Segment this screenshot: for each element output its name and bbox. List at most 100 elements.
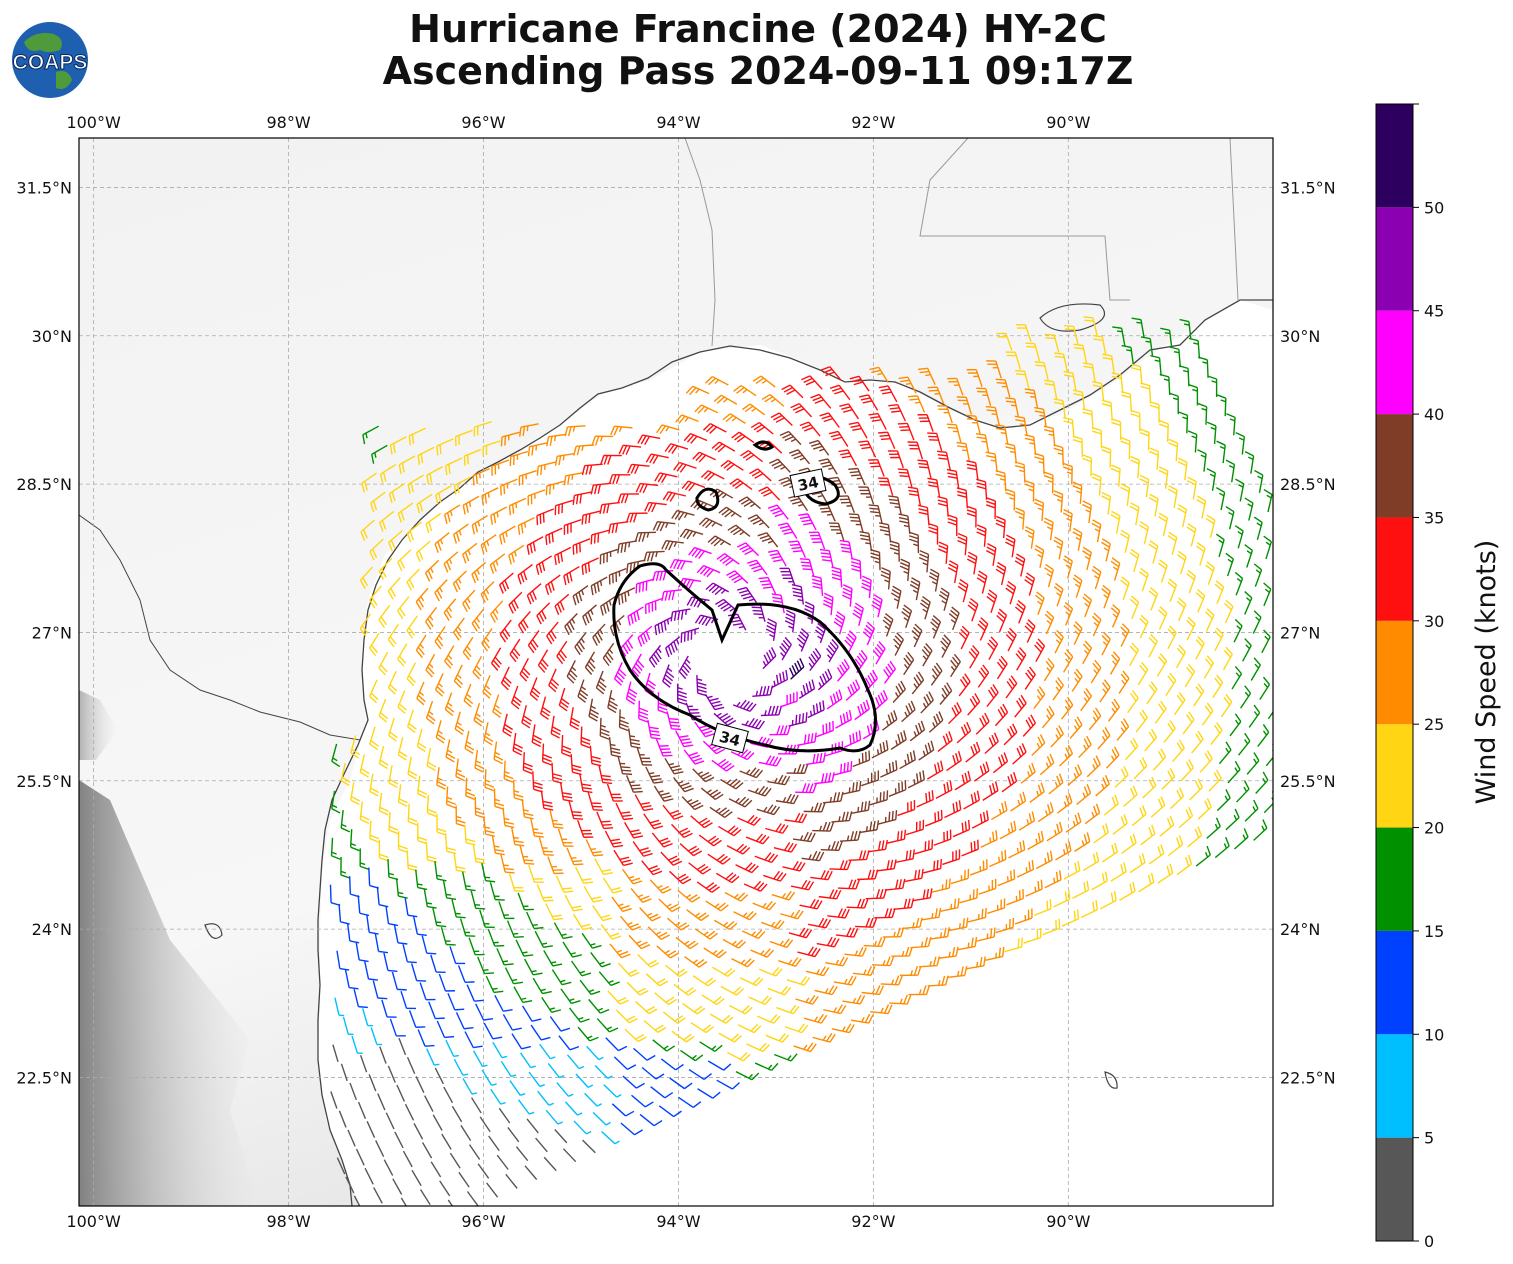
wind-barb — [517, 563, 533, 585]
wind-barb — [550, 715, 562, 739]
wind-barb — [385, 905, 398, 927]
wind-barb — [451, 1105, 463, 1123]
lon-tick-label: 90°W — [1046, 113, 1090, 132]
wind-barb — [880, 567, 891, 590]
wind-barb — [543, 1156, 557, 1172]
wind-barb — [1167, 578, 1178, 603]
wind-barb — [499, 478, 518, 496]
wind-barb — [508, 544, 525, 565]
wind-barb — [909, 577, 921, 601]
wind-barb — [336, 950, 350, 971]
wind-barb — [948, 702, 962, 725]
lat-tick-label: 28.5°N — [1280, 475, 1336, 494]
wind-barb — [402, 1150, 413, 1168]
wind-barb — [965, 956, 986, 970]
wind-barb — [1119, 881, 1136, 901]
wind-barb — [508, 497, 527, 516]
wind-barb — [491, 459, 510, 476]
wind-barb — [786, 976, 811, 986]
wind-barb — [634, 794, 654, 812]
wind-barb — [838, 449, 858, 467]
wind-barb — [379, 463, 397, 484]
wind-barb — [653, 785, 674, 802]
wind-barb — [1250, 657, 1261, 681]
wind-barb — [1178, 806, 1194, 829]
wind-barb — [1005, 580, 1017, 605]
wind-barb — [461, 871, 476, 892]
wind-barb — [918, 550, 930, 573]
wind-barb — [1101, 842, 1118, 863]
wind-barb — [1018, 811, 1036, 831]
wind-barb — [536, 602, 551, 625]
wind-barb — [599, 501, 620, 515]
wind-barb — [1014, 553, 1026, 577]
wind-barb — [661, 589, 682, 602]
wind-barb — [716, 872, 740, 884]
wind-barb — [878, 810, 898, 825]
wind-barb — [366, 1121, 376, 1139]
wind-barb — [340, 809, 351, 833]
wind-barb — [634, 531, 657, 543]
wind-barb — [1129, 502, 1140, 526]
wind-barb — [1088, 707, 1102, 731]
wind-barb — [662, 804, 684, 820]
wind-barb — [1144, 728, 1158, 752]
wind-barb — [1246, 752, 1260, 775]
map-area: 34 34 — [79, 138, 1273, 1206]
wind-barb — [660, 851, 683, 866]
wind-barb — [873, 690, 888, 712]
wind-barb — [639, 907, 661, 922]
wind-barb — [1008, 840, 1026, 859]
wind-barb — [1091, 519, 1102, 543]
wind-barb — [397, 784, 408, 807]
wind-barb — [536, 461, 556, 476]
wind-barb — [1177, 457, 1188, 481]
wind-barb — [539, 1043, 556, 1060]
wind-barb — [368, 632, 380, 657]
wind-barb — [707, 535, 732, 547]
wind-barb — [452, 570, 467, 593]
wind-barb — [551, 969, 572, 986]
wind-barb — [617, 540, 638, 554]
wind-barb — [472, 843, 486, 865]
wind-barb — [692, 768, 715, 783]
wind-barb — [391, 971, 407, 991]
wind-barb — [655, 738, 673, 757]
wind-barb — [1206, 817, 1221, 839]
land-mass — [79, 138, 1273, 1206]
wind-barb — [502, 807, 515, 829]
wind-barb — [397, 596, 410, 620]
wind-barb — [925, 809, 943, 827]
wind-barb — [899, 965, 922, 977]
wind-barb — [575, 1073, 594, 1089]
wind-barb — [615, 1009, 638, 1024]
wind-barb — [572, 491, 593, 505]
wind-barb — [928, 522, 939, 545]
wind-barb — [555, 875, 574, 893]
wind-barb — [637, 954, 660, 968]
wind-barb — [445, 1039, 459, 1058]
state-border — [684, 138, 1239, 347]
wind-barb — [882, 710, 898, 731]
wind-barb — [545, 903, 564, 921]
wind-barb — [387, 577, 401, 600]
wind-barb — [535, 555, 553, 575]
wind-barb — [599, 717, 610, 740]
wind-barb — [471, 514, 488, 535]
wind-barb — [369, 726, 379, 751]
wind-barb — [957, 936, 978, 951]
wind-barb — [948, 917, 969, 932]
wind-barb — [406, 568, 420, 591]
wind-barb — [1058, 744, 1074, 767]
wind-barb — [383, 1159, 394, 1176]
wind-barb — [364, 961, 379, 981]
wind-barb — [513, 986, 533, 1004]
wind-barb — [1092, 334, 1107, 355]
wind-barb — [1120, 483, 1131, 506]
wind-barb — [938, 587, 950, 611]
wind-barb — [954, 770, 972, 791]
wind-barb — [1095, 774, 1110, 797]
wind-barb — [443, 1086, 454, 1104]
wind-barb — [1195, 542, 1206, 566]
wind-barb — [572, 585, 589, 606]
